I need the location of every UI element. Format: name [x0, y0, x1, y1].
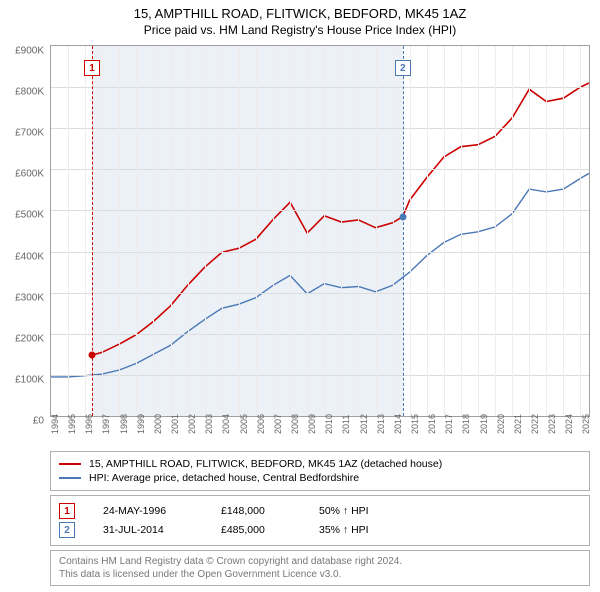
x-tick-label: 1995: [67, 414, 77, 434]
event-price: £148,000: [221, 505, 291, 517]
event-vline: [403, 46, 404, 416]
x-tick-label: 2009: [307, 414, 317, 434]
legend-row: HPI: Average price, detached house, Cent…: [59, 472, 581, 484]
legend-row: 15, AMPTHILL ROAD, FLITWICK, BEDFORD, MK…: [59, 458, 581, 470]
x-tick-label: 2005: [239, 414, 249, 434]
y-tick-label: £800K: [15, 87, 44, 98]
plot-area: 12: [50, 45, 590, 417]
legend: 15, AMPTHILL ROAD, FLITWICK, BEDFORD, MK…: [50, 451, 590, 491]
y-tick-label: £900K: [15, 46, 44, 57]
x-tick-label: 2023: [547, 414, 557, 434]
x-tick-label: 2020: [496, 414, 506, 434]
x-tick-label: 2014: [393, 414, 403, 434]
y-tick-label: £300K: [15, 292, 44, 303]
y-tick-label: £700K: [15, 128, 44, 139]
x-tick-label: 2019: [479, 414, 489, 434]
event-date: 24-MAY-1996: [103, 505, 193, 517]
y-tick-label: £400K: [15, 251, 44, 262]
event-delta: 50% ↑ HPI: [319, 505, 369, 517]
event-marker-2: 2: [395, 60, 411, 76]
x-tick-label: 2013: [376, 414, 386, 434]
legend-swatch: [59, 477, 81, 479]
x-tick-label: 1994: [50, 414, 60, 434]
event-delta: 35% ↑ HPI: [319, 524, 369, 536]
x-tick-label: 2006: [256, 414, 266, 434]
footer-line1: Contains HM Land Registry data © Crown c…: [59, 555, 581, 568]
event-dot: [399, 213, 406, 220]
x-tick-label: 2001: [170, 414, 180, 434]
x-tick-label: 2021: [513, 414, 523, 434]
x-tick-label: 1998: [119, 414, 129, 434]
x-tick-label: 2022: [530, 414, 540, 434]
x-tick-label: 2016: [427, 414, 437, 434]
y-tick-label: £600K: [15, 169, 44, 180]
x-tick-label: 2007: [273, 414, 283, 434]
legend-swatch: [59, 463, 81, 465]
x-tick-label: 2024: [564, 414, 574, 434]
chart-title: 15, AMPTHILL ROAD, FLITWICK, BEDFORD, MK…: [0, 6, 600, 21]
event-number-box: 1: [59, 503, 75, 519]
x-tick-label: 2003: [204, 414, 214, 434]
event-row: 2 31-JUL-2014 £485,000 35% ↑ HPI: [59, 522, 581, 538]
y-tick-label: £0: [33, 416, 44, 427]
footer-line2: This data is licensed under the Open Gov…: [59, 568, 581, 581]
x-tick-label: 2011: [341, 415, 351, 434]
y-axis: £0£100K£200K£300K£400K£500K£600K£700K£80…: [0, 51, 48, 421]
event-marker-1: 1: [84, 60, 100, 76]
event-date: 31-JUL-2014: [103, 524, 193, 536]
event-number-box: 2: [59, 522, 75, 538]
x-tick-label: 1997: [101, 414, 111, 434]
x-tick-label: 2017: [444, 414, 454, 434]
chart-container: 15, AMPTHILL ROAD, FLITWICK, BEDFORD, MK…: [0, 6, 600, 586]
event-vline: [92, 46, 93, 416]
x-tick-label: 1999: [136, 414, 146, 434]
events-table: 1 24-MAY-1996 £148,000 50% ↑ HPI 2 31-JUL-201…: [50, 495, 590, 546]
chart-subtitle: Price paid vs. HM Land Registry's House …: [0, 23, 600, 37]
event-price: £485,000: [221, 524, 291, 536]
event-row: 1 24-MAY-1996 £148,000 50% ↑ HPI: [59, 503, 581, 519]
footer: Contains HM Land Registry data © Crown c…: [50, 550, 590, 586]
x-tick-label: 2008: [290, 414, 300, 434]
x-tick-label: 2002: [187, 414, 197, 434]
legend-label: 15, AMPTHILL ROAD, FLITWICK, BEDFORD, MK…: [89, 458, 442, 470]
x-axis: 1994 1995 1996 1997 1998 1999 2000 2001 2002 2003…: [50, 417, 590, 447]
x-tick-label: 2010: [324, 414, 334, 434]
y-tick-label: £500K: [15, 210, 44, 221]
event-dot: [88, 352, 95, 359]
legend-label: HPI: Average price, detached house, Cent…: [89, 472, 359, 484]
y-tick-label: £200K: [15, 333, 44, 344]
y-tick-label: £100K: [15, 374, 44, 385]
x-tick-label: 2000: [153, 414, 163, 434]
x-tick-label: 2012: [359, 414, 369, 434]
x-tick-label: 2004: [221, 414, 231, 434]
x-tick-label: 2025: [581, 414, 591, 434]
shaded-region: [92, 46, 403, 416]
x-tick-label: 1996: [84, 414, 94, 434]
x-tick-label: 2015: [410, 414, 420, 434]
x-tick-label: 2018: [461, 414, 471, 434]
